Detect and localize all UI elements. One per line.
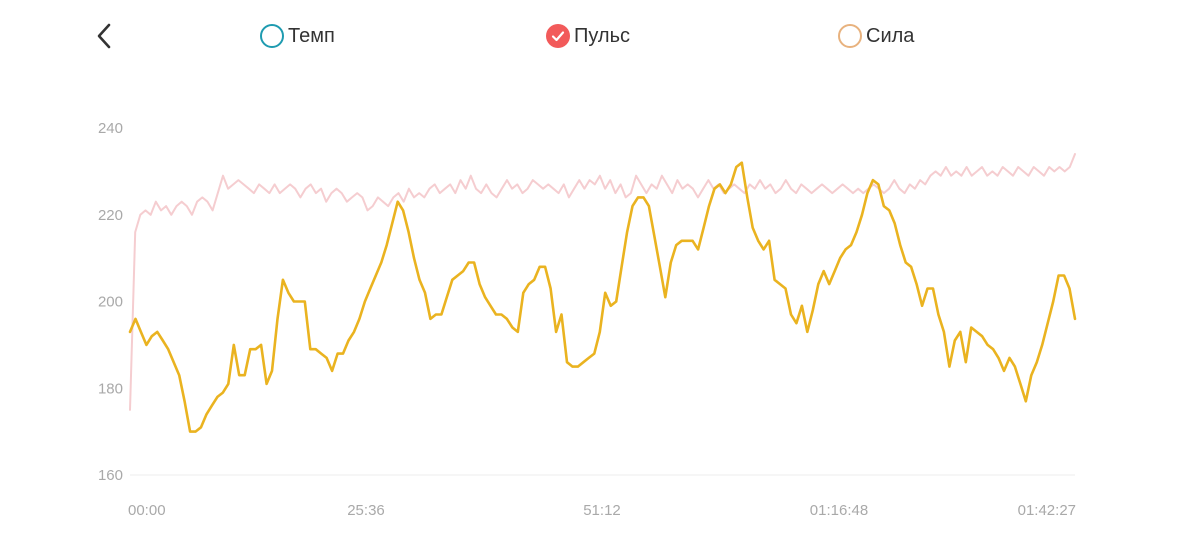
x-tick-label: 51:12 xyxy=(583,502,621,519)
x-tick-label: 25:36 xyxy=(347,502,385,519)
y-tick-label: 220 xyxy=(98,207,123,224)
x-tick-label: 00:00 xyxy=(128,502,166,519)
chevron-left-icon xyxy=(97,23,111,49)
series-line-pulse xyxy=(128,161,1077,433)
unchecked-circle-icon xyxy=(838,24,862,48)
toggle-tempo[interactable]: Темп xyxy=(260,20,335,52)
x-tick-label: 01:16:48 xyxy=(810,502,868,519)
toggle-tempo-label: Темп xyxy=(288,24,335,47)
toggle-pulse[interactable]: Пульс xyxy=(546,20,630,52)
y-tick-label: 180 xyxy=(98,380,123,397)
series-line-pulse_upper xyxy=(129,153,1076,411)
toggle-power[interactable]: Сила xyxy=(838,20,914,52)
unchecked-circle-icon xyxy=(260,24,284,48)
toggle-power-label: Сила xyxy=(866,24,915,47)
x-tick-label: 01:42:27 xyxy=(1018,502,1076,519)
y-tick-label: 160 xyxy=(98,467,123,484)
y-tick-label: 240 xyxy=(98,120,123,137)
toggle-pulse-label: Пульс xyxy=(574,24,631,47)
y-tick-label: 200 xyxy=(98,294,123,311)
back-button[interactable] xyxy=(84,16,124,56)
check-circle-icon xyxy=(546,24,570,48)
